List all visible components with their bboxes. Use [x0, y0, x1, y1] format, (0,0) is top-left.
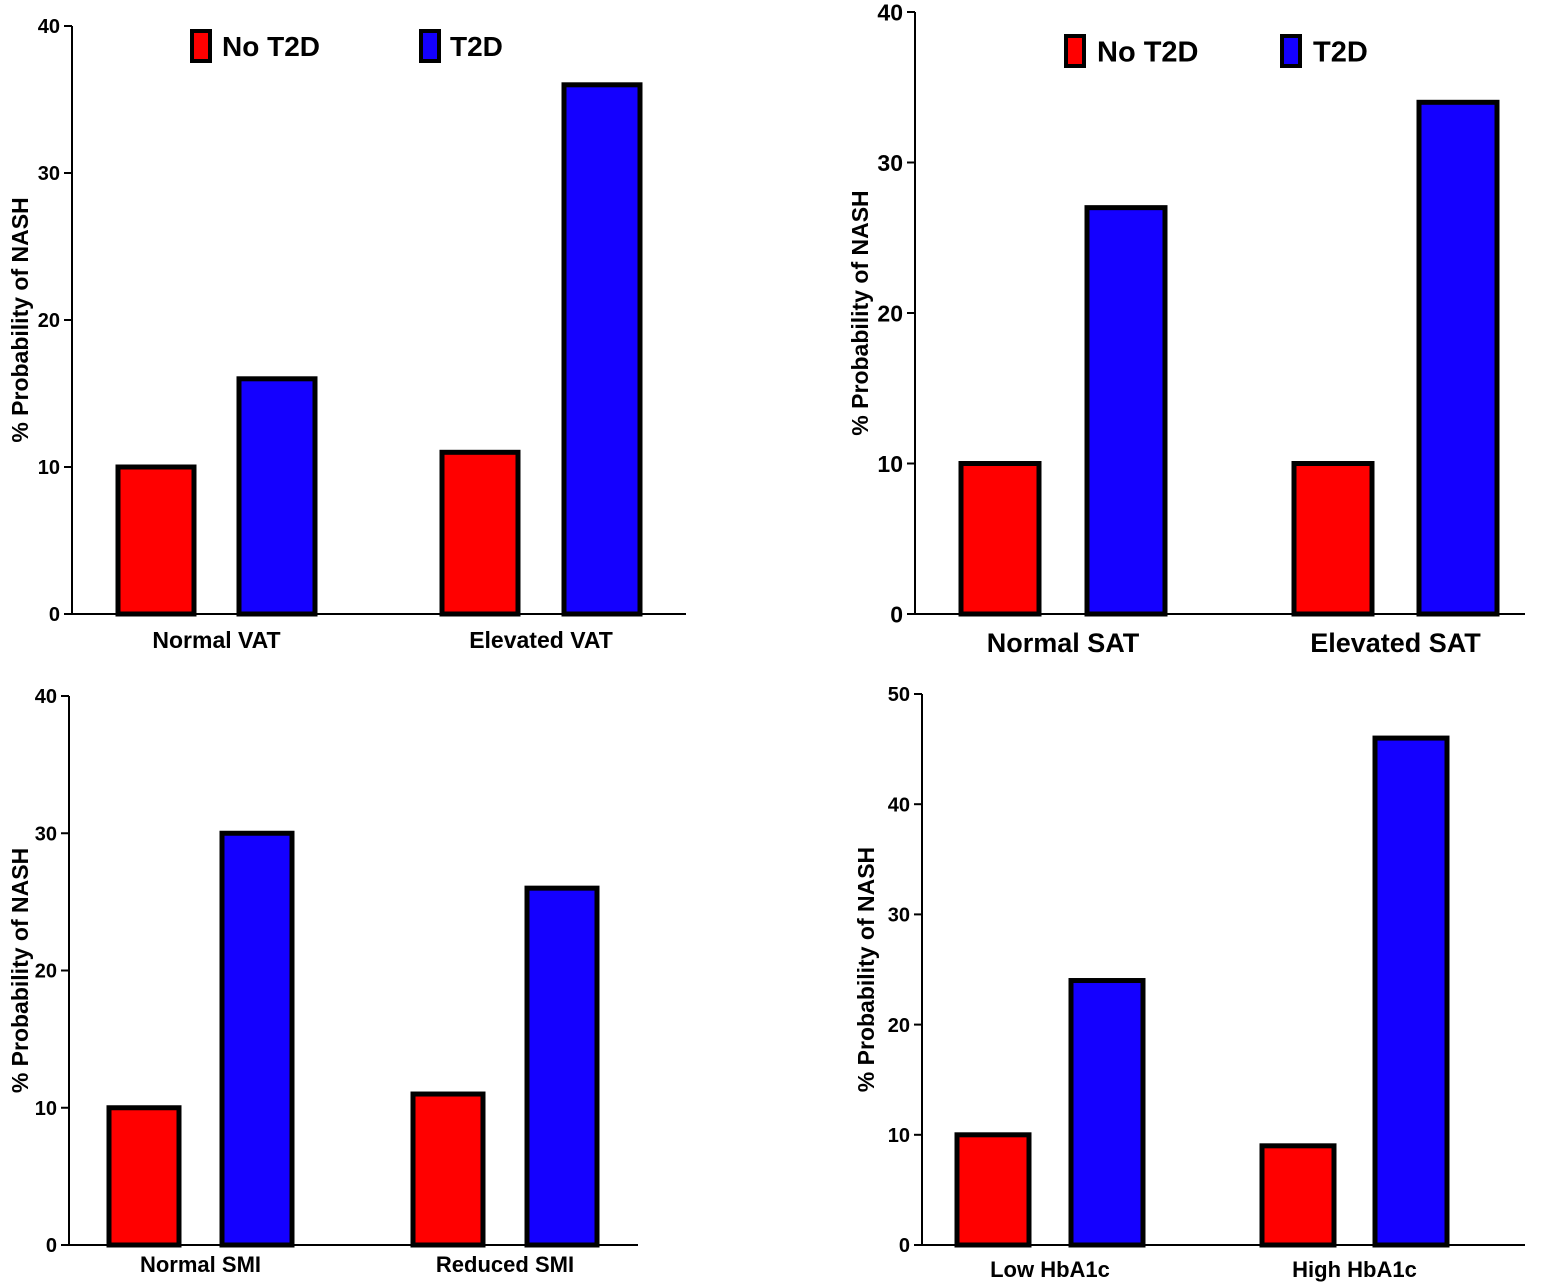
panel-vat: 0 10 20 30 40 % Probability of NASH Normal VAT…: [7, 16, 686, 653]
bar-no-t2d: [106, 1105, 182, 1248]
x-category-label: Elevated SAT: [1310, 628, 1481, 658]
y-axis-title: % Probability of NASH: [853, 847, 879, 1092]
x-category-label: High HbA1c: [1292, 1257, 1417, 1282]
y-tick-label: 0: [46, 1235, 57, 1257]
y-tick-label: 0: [49, 604, 60, 626]
bar-t2d: [1084, 205, 1168, 617]
y-tick-label: 40: [877, 0, 903, 25]
y-tick-label: 10: [877, 451, 903, 477]
y-tick-label: 20: [877, 300, 903, 326]
y-tick-label: 50: [888, 684, 910, 706]
y-tick-label: 30: [35, 823, 57, 845]
y-tick-label: 30: [38, 163, 60, 185]
legend-swatch: [419, 29, 441, 63]
panel-smi: 0 10 20 30 40 % Probability of NASH Normal SMI…: [7, 686, 638, 1277]
bar-no-t2d: [439, 449, 521, 617]
bar-t2d: [219, 830, 295, 1248]
y-tick-label: 20: [35, 961, 57, 983]
x-category-label: Normal SAT: [987, 628, 1140, 658]
bar-no-t2d: [954, 1132, 1032, 1248]
x-category-label: Normal VAT: [152, 627, 280, 653]
legend-label: T2D: [450, 31, 503, 62]
legend-swatch: [1280, 34, 1302, 68]
bar-no-t2d: [115, 464, 197, 617]
y-tick-label: 40: [35, 686, 57, 708]
legend-label: No T2D: [1097, 36, 1199, 68]
bar-t2d: [561, 82, 643, 617]
y-tick-label: 0: [890, 601, 903, 627]
bar-no-t2d: [1291, 461, 1375, 617]
bar-no-t2d: [410, 1091, 486, 1248]
bar-no-t2d: [958, 461, 1042, 617]
bar-t2d: [1372, 735, 1450, 1248]
panel-hba1c: 0 10 20 30 40 50 % Probability of NASH Low HbA1…: [853, 684, 1525, 1282]
bar-t2d: [1416, 99, 1500, 617]
y-tick-label: 40: [38, 16, 60, 38]
legend-swatch: [190, 29, 212, 63]
y-axis-title: % Probability of NASH: [847, 190, 873, 435]
y-axis-title: % Probability of NASH: [7, 848, 33, 1093]
y-axis-title: % Probability of NASH: [7, 197, 33, 442]
y-tick-label: 10: [38, 457, 60, 479]
panel-sat: 0 10 20 30 40 % Probability of NASH Normal SAT…: [847, 0, 1525, 658]
y-tick-label: 20: [38, 310, 60, 332]
y-tick-label: 20: [888, 1015, 910, 1037]
x-category-label: Normal SMI: [140, 1252, 261, 1277]
y-tick-label: 0: [899, 1235, 910, 1257]
bar-t2d: [524, 885, 600, 1248]
x-category-label: Low HbA1c: [990, 1257, 1110, 1282]
y-tick-label: 10: [888, 1125, 910, 1147]
bar-t2d: [1068, 978, 1146, 1248]
y-tick-label: 30: [877, 150, 903, 176]
legend-swatch: [1064, 34, 1086, 68]
x-category-label: Elevated VAT: [469, 627, 613, 653]
bar-t2d: [236, 376, 318, 617]
bar-no-t2d: [1259, 1143, 1337, 1248]
legend-label: T2D: [1313, 36, 1368, 68]
y-tick-label: 10: [35, 1098, 57, 1120]
y-tick-label: 40: [888, 794, 910, 816]
legend-label: No T2D: [222, 31, 320, 62]
y-tick-label: 30: [888, 905, 910, 927]
x-category-label: Reduced SMI: [436, 1252, 574, 1277]
